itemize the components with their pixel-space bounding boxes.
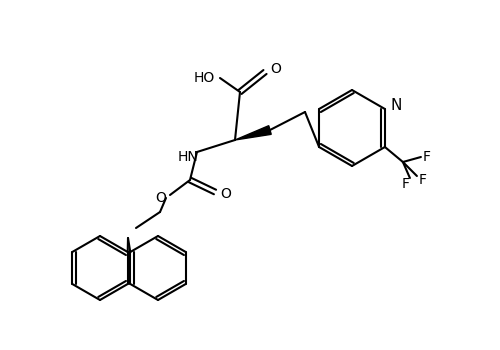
Text: HO: HO — [194, 71, 215, 85]
Polygon shape — [235, 126, 271, 140]
Text: O: O — [270, 62, 281, 76]
Text: F: F — [423, 150, 431, 164]
Text: F: F — [419, 173, 427, 187]
Text: O: O — [155, 191, 166, 205]
Text: O: O — [220, 187, 231, 201]
Text: HN: HN — [177, 150, 198, 164]
Text: F: F — [402, 177, 410, 191]
Text: N: N — [391, 98, 402, 112]
